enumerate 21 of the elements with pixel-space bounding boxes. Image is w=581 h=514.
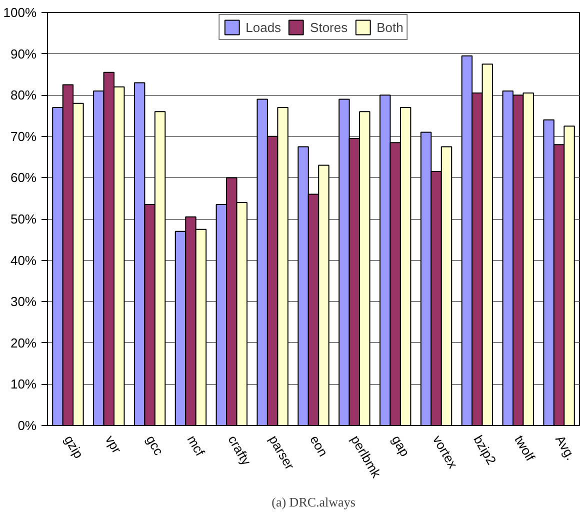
x-tick-label: gcc (143, 432, 167, 458)
y-tick-label: 70% (10, 128, 37, 144)
legend-label: Stores (310, 20, 348, 34)
y-tick-label: 40% (10, 252, 37, 268)
x-tick-label: gap (388, 432, 413, 460)
y-tick-label: 0% (18, 418, 37, 433)
legend-label: Both (376, 20, 404, 34)
y-tick-label: 80% (10, 88, 37, 103)
y-tick-label: 20% (10, 335, 37, 350)
y-tick-label: 90% (10, 46, 37, 62)
y-tick-label: 100% (3, 5, 37, 20)
x-tick-label: mcf (184, 432, 208, 459)
legend-label: Loads (246, 20, 282, 34)
y-tick-label: 50% (10, 212, 37, 226)
x-tick-label: gzip (61, 432, 86, 461)
x-tick-label: vpr (102, 432, 125, 456)
y-tick-label: 30% (10, 294, 37, 310)
x-tick-label: eon (307, 432, 331, 460)
y-tick-label: 10% (10, 376, 37, 392)
y-tick-label: 60% (10, 170, 37, 186)
text: (a) DRC.always (272, 494, 356, 510)
